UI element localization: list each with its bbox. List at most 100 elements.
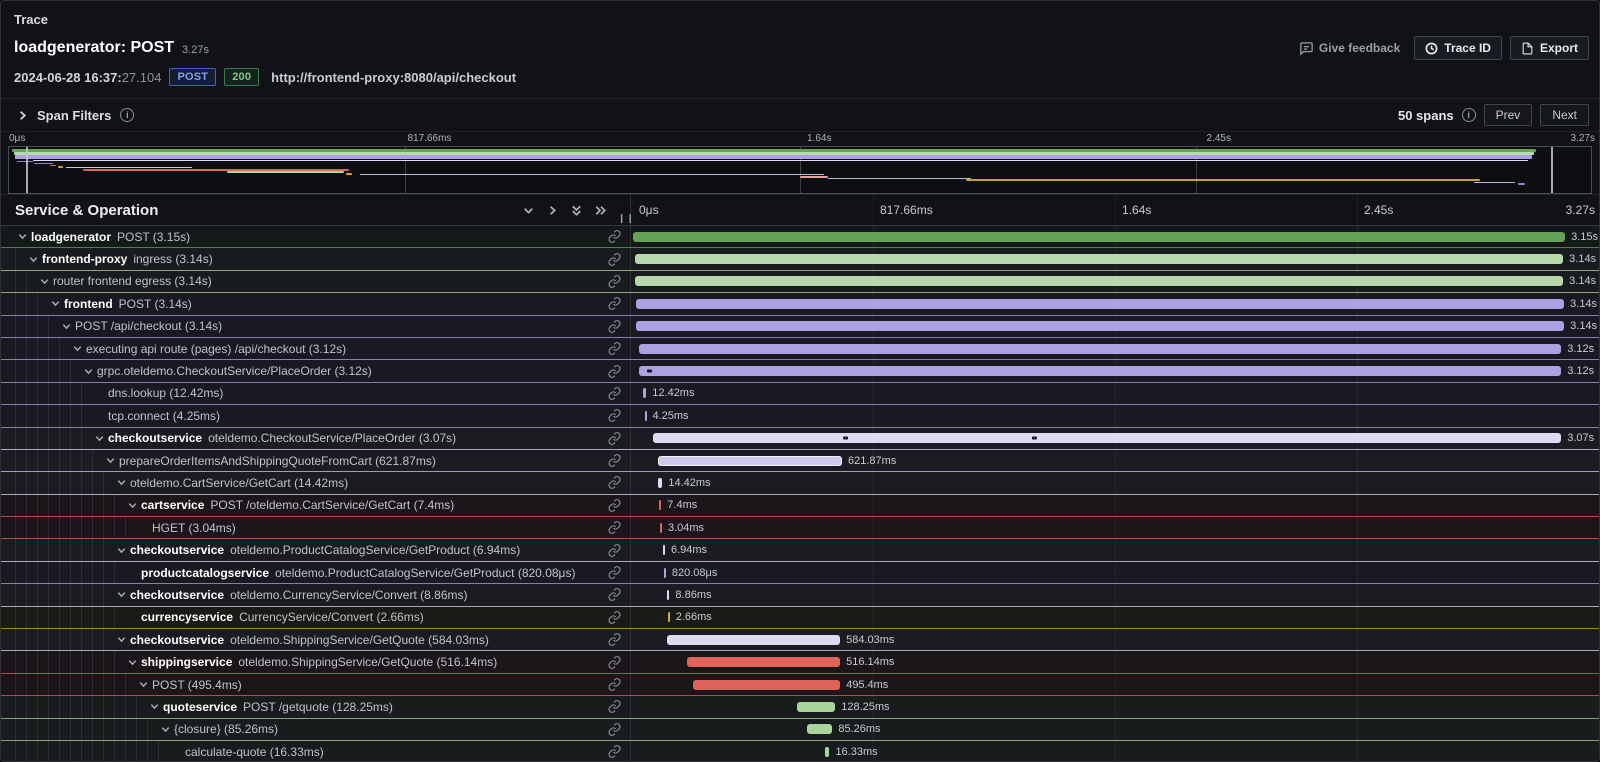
chevron-down-icon[interactable] [103,455,117,466]
chevron-down-icon[interactable] [48,298,62,309]
span-bar-cell[interactable]: 3.07s [631,428,1599,449]
chevron-down-icon[interactable] [114,589,128,600]
next-button[interactable]: Next [1540,104,1589,126]
chevron-down-icon[interactable] [92,433,106,444]
prev-button[interactable]: Prev [1483,104,1533,126]
span-row[interactable]: POST /api/checkout (3.14s) 3.14s [1,315,1599,338]
chevron-down-icon[interactable] [114,545,128,556]
span-bar[interactable] [634,276,1564,287]
span-row[interactable]: oteldemo.CartService/GetCart (14.42ms) 1… [1,472,1599,495]
span-name-cell[interactable]: checkoutservice oteldemo.CurrencyService… [1,584,631,606]
span-bar[interactable] [638,343,1562,354]
span-bar-cell[interactable]: 12.42ms [631,383,1599,404]
chevron-down-icon[interactable] [37,276,51,287]
span-row[interactable]: productcatalogservice oteldemo.ProductCa… [1,561,1599,585]
span-bar[interactable] [807,724,833,735]
span-row[interactable]: checkoutservice oteldemo.CheckoutService… [1,427,1599,450]
span-link-icon[interactable] [602,678,630,691]
span-row[interactable]: router frontend egress (3.14s) 3.14s [1,270,1599,294]
span-bar[interactable] [660,522,663,533]
span-bar-cell[interactable]: 3.14s [631,248,1599,269]
span-row[interactable]: checkoutservice oteldemo.ProductCatalogS… [1,539,1599,562]
span-link-icon[interactable] [602,476,630,490]
chevron-down-icon[interactable] [147,701,161,712]
span-row[interactable]: checkoutservice oteldemo.CurrencyService… [1,584,1599,607]
span-link-icon[interactable] [602,700,630,714]
span-link-icon[interactable] [602,543,630,557]
span-bar-cell[interactable]: 16.33ms [631,741,1599,761]
chevron-right-icon[interactable] [17,110,28,121]
span-row[interactable]: quoteservice POST /getquote (128.25ms) 1… [1,696,1599,719]
span-row[interactable]: cartservice POST /oteldemo.CartService/G… [1,494,1599,518]
export-button[interactable]: Export [1509,36,1589,60]
span-name-cell[interactable]: checkoutservice oteldemo.ProductCatalogS… [1,539,631,561]
span-name-cell[interactable]: oteldemo.CartService/GetCart (14.42ms) [1,472,631,494]
span-name-cell[interactable]: HGET (3.04ms) [1,517,631,539]
span-row[interactable]: tcp.connect (4.25ms) 4.25ms [1,405,1599,428]
span-name-cell[interactable]: dns.lookup (12.42ms) [1,382,631,405]
chevron-down-icon[interactable] [81,366,95,377]
span-name-cell[interactable]: POST /api/checkout (3.14s) [1,315,631,337]
span-name-cell[interactable]: prepareOrderItemsAndShippingQuoteFromCar… [1,449,631,472]
span-bar-cell[interactable]: 2.66ms [631,607,1599,628]
span-name-cell[interactable]: shippingservice oteldemo.ShippingService… [1,651,631,673]
span-bar-cell[interactable]: 3.12s [631,360,1599,381]
span-bar-cell[interactable]: 3.15s [631,226,1599,247]
expand-one-icon[interactable] [545,203,560,218]
span-link-icon[interactable] [602,498,630,512]
span-bar[interactable] [667,612,670,623]
chevron-down-icon[interactable] [158,724,172,735]
span-name-cell[interactable]: {closure} (85.26ms) [1,718,631,740]
span-bar[interactable] [663,567,666,578]
span-bar[interactable] [797,701,836,712]
span-row[interactable]: calculate-quote (16.33ms) 16.33ms [1,740,1599,761]
span-bar-cell[interactable]: 8.86ms [631,584,1599,605]
span-bar[interactable] [658,477,663,488]
span-bar-cell[interactable]: 584.03ms [631,629,1599,650]
span-name-cell[interactable]: cartservice POST /oteldemo.CartService/G… [1,494,631,517]
span-bar[interactable] [635,298,1565,309]
span-bar[interactable] [658,455,842,466]
span-bar[interactable] [662,545,665,556]
span-link-icon[interactable] [602,252,630,266]
span-bar-cell[interactable]: 495.4ms [631,674,1599,695]
span-bar-cell[interactable]: 516.14ms [631,651,1599,672]
span-row[interactable]: frontend POST (3.14s) 3.14s [1,293,1599,316]
chevron-down-icon[interactable] [125,500,139,511]
span-row[interactable]: HGET (3.04ms) 3.04ms [1,517,1599,540]
span-bar-cell[interactable]: 3.14s [631,293,1599,314]
minimap-drag-handle[interactable] [26,147,29,193]
span-bar-cell[interactable]: 6.94ms [631,539,1599,560]
span-bar[interactable] [632,231,1566,242]
trace-minimap[interactable]: 0μs 817.66ms 1.64s 2.45s 3.27s [1,132,1599,194]
span-bar[interactable] [642,388,647,399]
span-bar[interactable] [659,500,662,511]
chevron-down-icon[interactable] [114,634,128,645]
span-link-icon[interactable] [602,431,630,445]
chevron-down-icon[interactable] [59,321,73,332]
span-link-icon[interactable] [602,745,630,759]
span-link-icon[interactable] [602,566,630,579]
pane-resize-grip[interactable]: ❙❙ [617,213,635,223]
chevron-down-icon[interactable] [26,254,40,265]
span-name-cell[interactable]: productcatalogservice oteldemo.ProductCa… [1,561,631,584]
span-bar[interactable] [666,634,841,645]
span-link-icon[interactable] [602,588,630,602]
span-link-icon[interactable] [602,521,630,535]
span-link-icon[interactable] [602,319,630,333]
span-row[interactable]: shippingservice oteldemo.ShippingService… [1,651,1599,674]
span-bar-cell[interactable]: 85.26ms [631,719,1599,740]
span-row[interactable]: checkoutservice oteldemo.ShippingService… [1,629,1599,652]
span-bar-cell[interactable]: 14.42ms [631,472,1599,493]
span-row[interactable]: frontend-proxy ingress (3.14s) 3.14s [1,248,1599,271]
span-row[interactable]: prepareOrderItemsAndShippingQuoteFromCar… [1,449,1599,473]
span-bar[interactable] [687,657,841,668]
minimap-canvas[interactable] [8,146,1592,194]
span-bar-cell[interactable]: 7.4ms [631,495,1599,516]
span-link-icon[interactable] [602,633,630,647]
span-link-icon[interactable] [602,297,630,311]
span-bar-cell[interactable]: 3.14s [631,316,1599,337]
span-name-cell[interactable]: loadgenerator POST (3.15s) [1,226,631,248]
span-name-cell[interactable]: frontend-proxy ingress (3.14s) [1,248,631,270]
span-name-cell[interactable]: grpc.oteldemo.CheckoutService/PlaceOrder… [1,360,631,382]
